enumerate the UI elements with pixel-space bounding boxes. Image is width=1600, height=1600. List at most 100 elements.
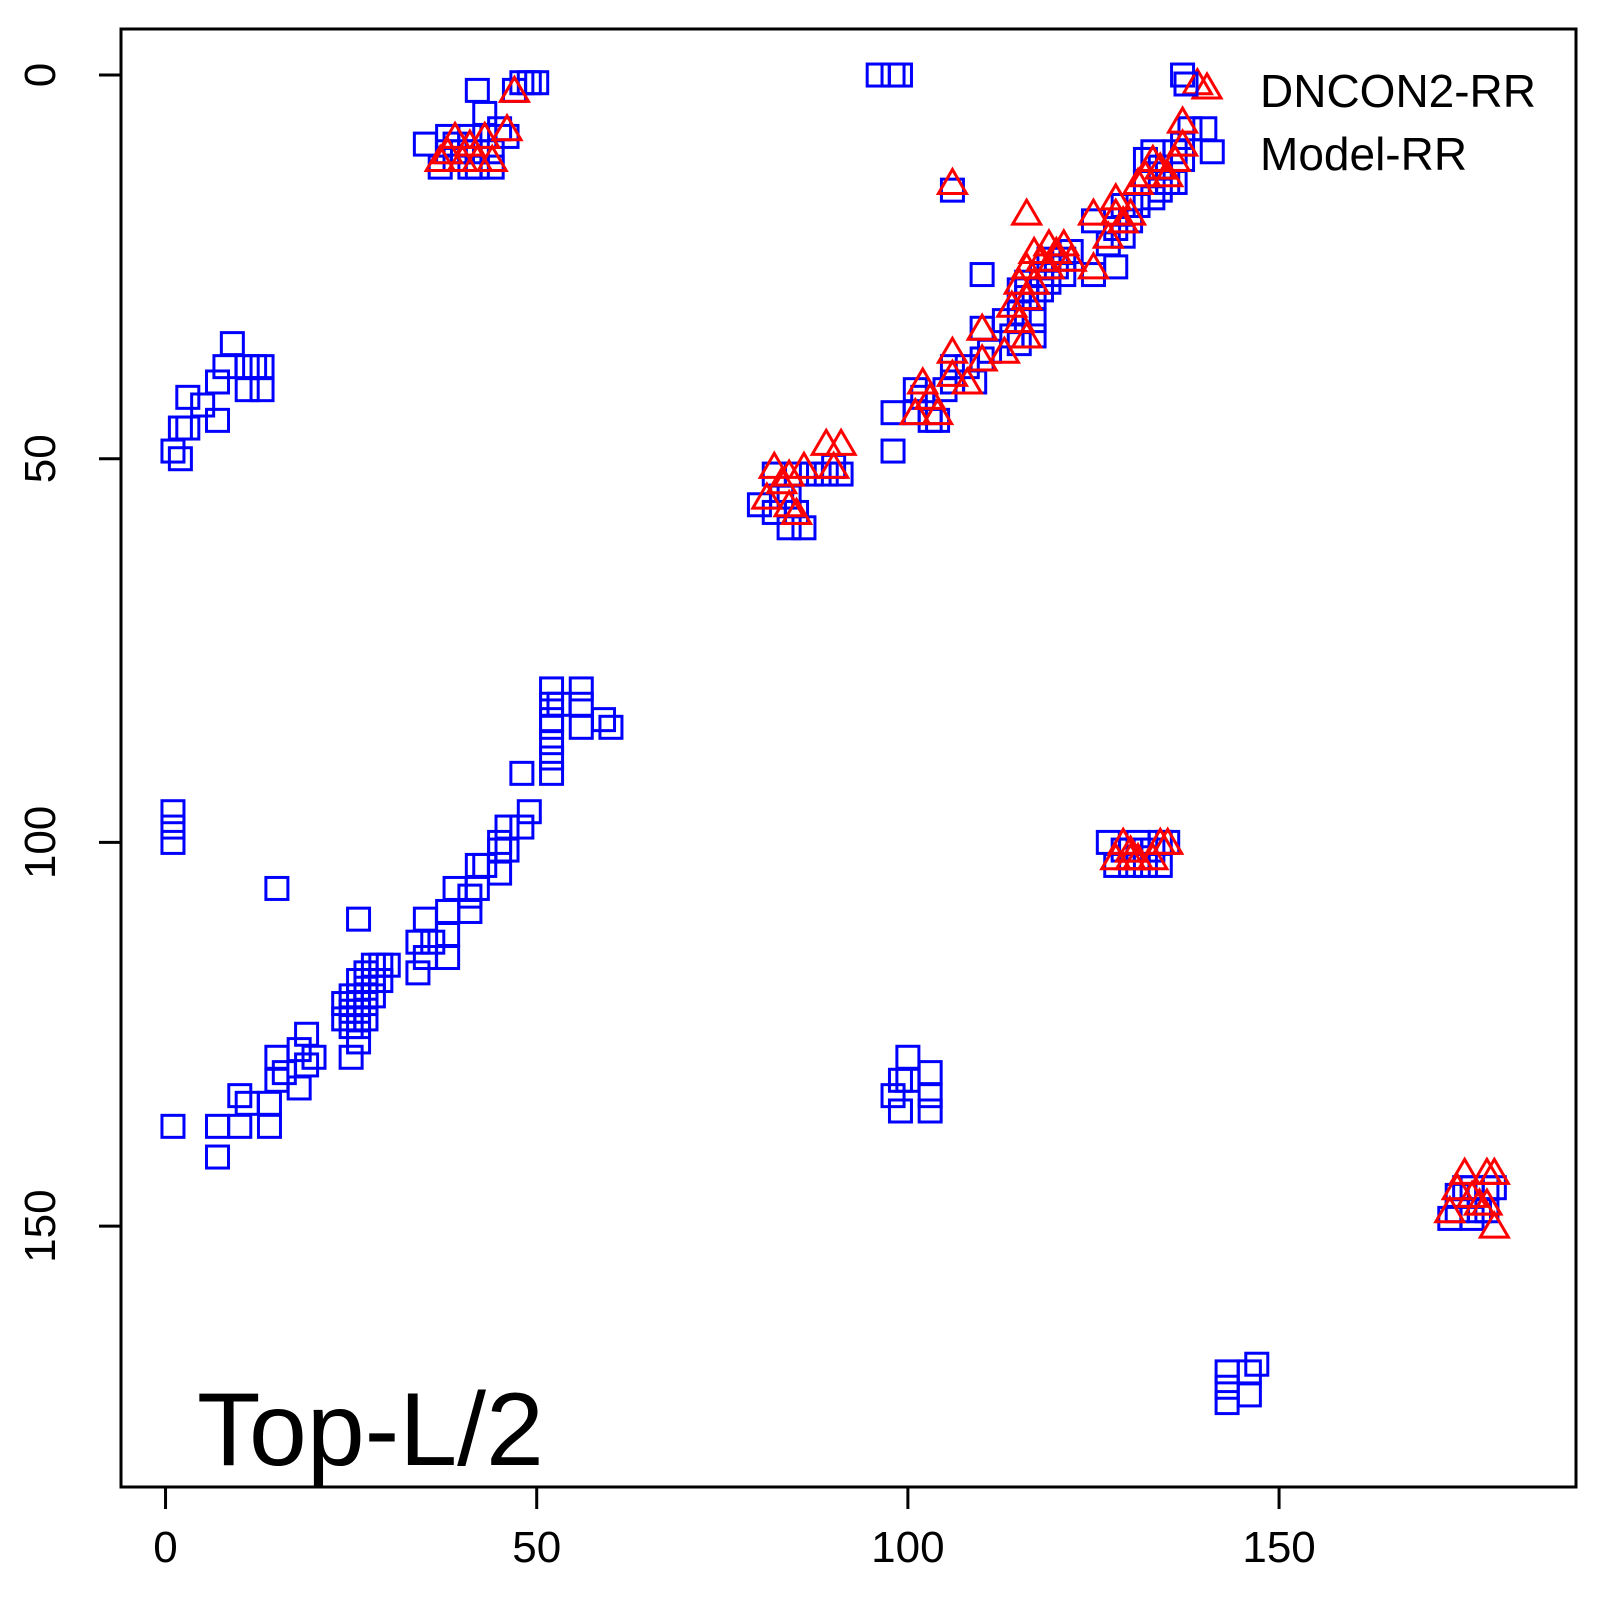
dncon2-rr-point [468,120,502,149]
model-rr-point [917,1098,943,1124]
dncon2-rr-point [1477,1210,1511,1239]
dncon2-rr-point [1017,266,1051,295]
dncon2-rr-point [1121,166,1155,195]
y-tick-label: 150 [16,1189,65,1262]
dncon2-rr-point [1433,1194,1467,1224]
model-rr-point [939,354,965,380]
model-rr-point [539,676,565,702]
dncon2-rr-point [1113,834,1148,863]
model-rr-point [516,799,542,825]
dncon2-rr-point [787,450,821,479]
dncon2-rr-point [920,396,955,426]
x-axis: 0 50 100 150 [153,1485,1316,1572]
dncon2-rr-point [765,465,799,495]
dncon2-rr-point [950,366,984,395]
dncon2-rr-point [1158,143,1192,172]
dncon2-rr-point [1136,143,1170,172]
dncon2-rr-point [1106,204,1140,234]
model-rr-point [346,906,372,932]
model-rr-point [160,829,186,855]
x-tick-label: 150 [1242,1523,1315,1572]
dncon2-rr-point [431,135,465,165]
legend-triangle-marker [1190,71,1224,100]
dncon2-rr-point [453,128,487,157]
model-rr-point [294,1052,320,1078]
model-rr-point [338,1044,364,1070]
dncon2-rr-point [438,120,472,149]
model-rr-point [205,369,231,395]
dncon2-rr-point [1032,250,1066,280]
dncon2-rr-point [1113,197,1148,226]
series-model [160,62,1507,1416]
dncon2-rr-point [898,396,932,426]
model-rr-point [219,331,245,357]
model-rr-point [1103,254,1129,280]
dncon2-rr-point [1017,235,1051,265]
dncon2-rr-point [1010,281,1044,311]
legend-item-dncon2: DNCON2-RR [1190,65,1536,117]
y-tick-label: 100 [16,806,65,879]
model-rr-point [375,952,401,978]
model-rr-point [969,262,995,288]
dncon2-rr-point [750,481,784,510]
legend-label-model: Model-RR [1260,128,1467,180]
y-axis: 0 50 100 150 [16,63,123,1263]
data-points [160,62,1511,1416]
dncon2-rr-point [475,143,509,172]
dncon2-rr-point [1106,826,1140,855]
x-tick-label: 50 [512,1523,561,1572]
dncon2-rr-point [1010,197,1044,226]
model-rr-point [167,446,193,472]
y-tick-label: 0 [16,63,65,87]
dncon2-rr-point [490,112,524,142]
model-rr-point [524,70,550,96]
model-rr-point [509,814,535,840]
legend-square-marker [1173,71,1199,97]
panel-label: Top-L/2 [197,1372,544,1488]
model-rr-point [1162,139,1188,165]
y-tick-label: 50 [16,434,65,483]
dncon2-rr-point [1047,227,1081,257]
legend: DNCON2-RR Model-RR [1173,65,1536,180]
dncon2-rr-point [1091,220,1125,249]
model-rr-point [539,707,565,733]
model-rr-point [1244,1351,1270,1377]
dncon2-rr-point [1455,1179,1489,1208]
dncon2-rr-point [1054,243,1088,272]
model-rr-point [887,62,913,88]
dncon2-rr-point [965,312,999,341]
dncon2-rr-point [772,458,806,487]
model-rr-point [227,1083,253,1109]
model-rr-point [598,714,624,740]
dncon2-rr-point [1440,1171,1474,1201]
model-rr-point [1481,1175,1507,1201]
dncon2-rr-point [1151,826,1185,855]
series-dncon2 [423,66,1511,1239]
x-tick-label: 0 [153,1523,177,1572]
dncon2-rr-point [1010,319,1044,349]
model-rr-point [301,1044,327,1070]
model-rr-point [539,760,565,786]
model-rr-point [205,1144,231,1170]
model-rr-point [405,960,431,986]
dncon2-rr-point [1010,250,1044,280]
dncon2-rr-point [1165,128,1200,157]
dncon2-rr-point [772,488,806,518]
dncon2-rr-point [1477,1156,1511,1185]
dncon2-rr-point [1076,197,1111,226]
dncon2-rr-point [1136,841,1170,871]
dncon2-rr-point [987,335,1022,364]
dncon2-rr-point [497,74,532,103]
dncon2-rr-point [935,166,970,195]
model-rr-point [249,377,275,403]
legend-item-model: Model-RR [1173,71,1467,180]
dncon2-rr-point [1128,158,1163,188]
model-rr-point [472,852,498,878]
dncon2-rr-point [913,381,947,410]
model-rr-point [509,760,535,786]
model-rr-point [880,438,906,464]
dncon2-rr-point [423,143,457,172]
model-rr-point [420,929,446,955]
dncon2-rr-point [1002,304,1036,334]
